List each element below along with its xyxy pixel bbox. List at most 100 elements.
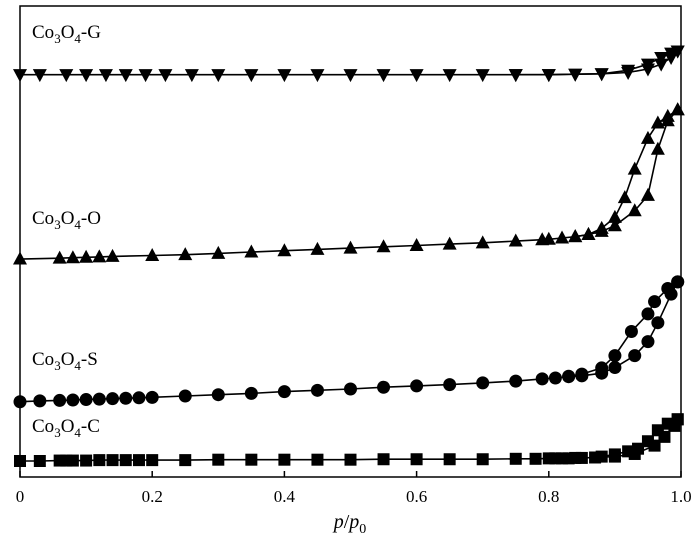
co3o4-c-adsorption-point [476, 453, 489, 466]
co3o4-s-adsorption-point [344, 382, 357, 396]
co3o4-s-adsorption-point [132, 391, 146, 405]
co3o4-s-adsorption-point [211, 388, 225, 402]
co3o4-g-adsorption-point [138, 69, 153, 83]
co3o4-s-adsorption-point [119, 391, 133, 405]
x-axis-title: p/p0 [332, 511, 367, 537]
co3o4-c-adsorption-point [377, 453, 390, 466]
co3o4-s-adsorption-point [548, 371, 562, 385]
co3o4-s-desorption-point [562, 369, 576, 383]
co3o4-s-adsorption-point [277, 385, 291, 399]
co3o4-s-adsorption-point [310, 383, 324, 397]
co3o4-o-adsorption-point [105, 248, 120, 262]
co3o4-o-adsorption-point [607, 218, 622, 232]
co3o4-s-adsorption-point [79, 393, 93, 407]
co3o4-o-desorption-point [581, 226, 596, 240]
co3o4-s-desorption-point [595, 361, 609, 375]
co3o4-g-adsorption-point [310, 69, 325, 83]
co3o4-o-adsorption-point [541, 231, 556, 245]
co3o4-c-adsorption-point [146, 454, 159, 467]
co3o4-o-desorption-point [640, 130, 655, 144]
co3o4-c-adsorption-point [179, 454, 192, 467]
co3o4-c-adsorption-point [245, 453, 258, 466]
co3o4-s-adsorption-point [628, 349, 642, 363]
co3o4-g-desorption-point [664, 47, 679, 61]
co3o4-s-adsorption-point [509, 374, 523, 388]
co3o4-s-adsorption-point [443, 378, 457, 392]
x-tick-label: 0.2 [142, 487, 163, 506]
co3o4-g-adsorption-point [475, 69, 490, 83]
series-label-co3o4-o: Co3O4-O [32, 208, 101, 232]
co3o4-c-adsorption-point [443, 453, 456, 466]
co3o4-c-adsorption-point [410, 453, 423, 466]
co3o4-s-adsorption-point [244, 386, 258, 400]
co3o4-s-desorption-point [624, 324, 638, 338]
co3o4-c-adsorption-point [33, 455, 46, 467]
series-label-co3o4-s: Co3O4-S [32, 349, 98, 373]
co3o4-c-adsorption-point [106, 454, 119, 467]
co3o4-c-desorption-point [608, 448, 621, 461]
co3o4-c-desorption-point [661, 417, 674, 430]
co3o4-s-adsorption-point [33, 394, 47, 408]
co3o4-o-adsorption-point [640, 187, 655, 201]
co3o4-s-desorption-point [661, 281, 675, 295]
co3o4-c-adsorption-point [278, 453, 291, 466]
co3o4-g-adsorption-point [98, 69, 113, 83]
co3o4-o-adsorption-point [376, 239, 391, 253]
co3o4-c-adsorption-point [509, 452, 522, 465]
co3o4-o-adsorption-point [79, 249, 94, 263]
co3o4-g-desorption-point [640, 58, 655, 72]
co3o4-o-adsorption-point [52, 250, 67, 264]
co3o4-g-adsorption-point [654, 58, 669, 72]
co3o4-g-adsorption-point [79, 69, 94, 83]
x-tick-label: 1.0 [670, 487, 691, 506]
co3o4-c-desorption-point [641, 435, 654, 448]
co3o4-g-adsorption-point [211, 69, 226, 83]
co3o4-g-adsorption-point [118, 69, 133, 83]
co3o4-c-desorption-point [632, 442, 645, 455]
x-tick-label: 0.8 [538, 487, 559, 506]
co3o4-o-desorption-point [568, 229, 583, 243]
co3o4-o-desorption-point [607, 209, 622, 223]
co3o4-c-adsorption-point [119, 454, 132, 467]
co3o4-o-desorption-point [670, 102, 685, 116]
co3o4-g-adsorption-point [32, 69, 47, 83]
co3o4-o-adsorption-point [555, 230, 570, 244]
co3o4-g-desorption-point [508, 69, 523, 83]
co3o4-o-adsorption-point [409, 237, 424, 251]
co3o4-g-adsorption-point [409, 69, 424, 83]
co3o4-g-adsorption-point [376, 69, 391, 83]
co3o4-s-adsorption-point [178, 389, 192, 403]
co3o4-o-adsorption-point [650, 141, 665, 155]
co3o4-c-adsorption-point [575, 451, 588, 464]
co3o4-c-adsorption-point [80, 454, 93, 467]
co3o4-o-desorption-point [650, 115, 665, 129]
co3o4-o-adsorption-point [211, 245, 226, 259]
co3o4-o-adsorption-point [343, 240, 358, 254]
co3o4-c-adsorption-point [212, 453, 225, 466]
co3o4-s-desorption-point [641, 307, 655, 321]
co3o4-o-adsorption-point [442, 236, 457, 250]
co3o4-o-desorption-point [594, 220, 609, 234]
co3o4-c-adsorption-point [66, 454, 79, 467]
co3o4-o-adsorption-point [627, 203, 642, 217]
co3o4-c-adsorption-point [93, 454, 106, 467]
co3o4-s-adsorption-point [410, 379, 424, 393]
co3o4-s-adsorption-point [535, 372, 549, 386]
co3o4-s-adsorption-point [66, 393, 80, 407]
co3o4-g-adsorption-point [343, 69, 358, 83]
co3o4-g-desorption-point [568, 68, 583, 82]
x-axis: 0 0.2 0.4 0.6 0.8 1.0 [16, 471, 692, 506]
co3o4-o-desorption-point [627, 161, 642, 175]
co3o4-g-desorption-point [654, 52, 669, 66]
co3o4-s-adsorption-point [608, 360, 622, 374]
co3o4-g-adsorption-point [184, 69, 199, 83]
co3o4-g-adsorption-point [158, 69, 173, 83]
co3o4-o-adsorption-point [92, 249, 107, 263]
x-tick-label: 0.6 [406, 487, 427, 506]
co3o4-s-adsorption-point [92, 392, 106, 406]
plot-area [13, 45, 685, 467]
co3o4-c-desorption-point [651, 424, 664, 437]
x-tick-label: 0 [16, 487, 25, 506]
co3o4-g-adsorption-point [244, 69, 259, 83]
